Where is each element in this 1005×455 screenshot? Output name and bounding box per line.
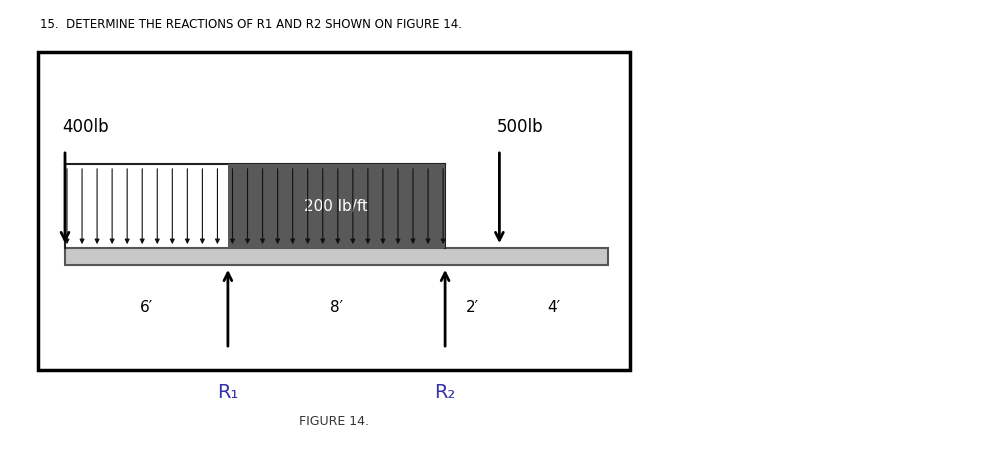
- Bar: [228, 164, 445, 248]
- Text: 400lb: 400lb: [62, 118, 109, 136]
- Text: 200 lb/ft: 200 lb/ft: [305, 198, 369, 213]
- Text: R₂: R₂: [434, 383, 456, 402]
- Text: 8′: 8′: [330, 299, 343, 314]
- Bar: [38, 52, 630, 370]
- Text: 15.  DETERMINE THE REACTIONS OF R1 AND R2 SHOWN ON FIGURE 14.: 15. DETERMINE THE REACTIONS OF R1 AND R2…: [40, 18, 462, 31]
- Text: 6′: 6′: [140, 299, 153, 314]
- Text: 4′: 4′: [547, 299, 560, 314]
- Text: 2′: 2′: [465, 299, 478, 314]
- Text: FIGURE 14.: FIGURE 14.: [299, 415, 369, 428]
- Text: R₁: R₁: [217, 383, 238, 402]
- Bar: [65, 248, 608, 265]
- Text: 500lb: 500lb: [496, 118, 543, 136]
